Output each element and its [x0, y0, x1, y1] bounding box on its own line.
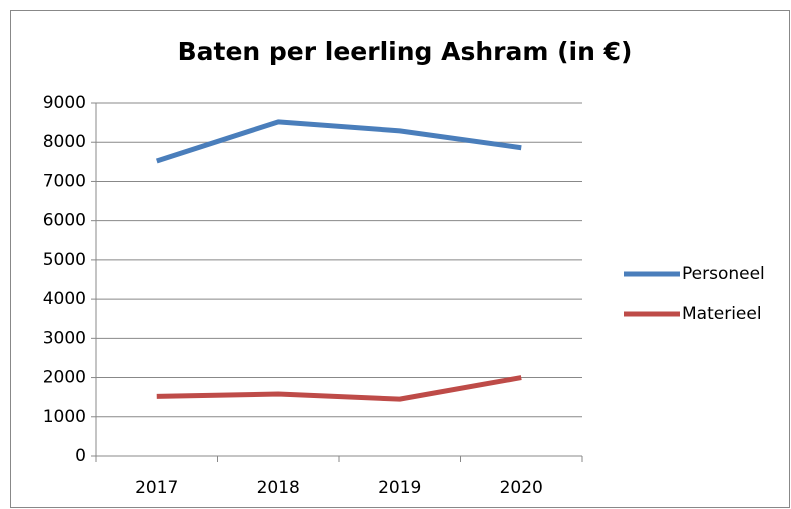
- x-tick-label: 2017: [135, 478, 178, 498]
- y-tick-label: 2000: [43, 368, 86, 388]
- chart-title: Baten per leerling Ashram (in €): [178, 37, 633, 66]
- y-tick-label: 3000: [43, 328, 86, 348]
- series-line: [155, 119, 522, 164]
- series-line: [156, 375, 522, 402]
- chart-frame: [10, 10, 790, 508]
- y-tick-label: 1000: [43, 407, 86, 427]
- x-tick-label: 2018: [257, 478, 300, 498]
- legend-label: Materieel: [682, 304, 762, 324]
- x-tick-label: 2019: [378, 478, 421, 498]
- y-tick-label: 6000: [43, 211, 86, 231]
- y-tick-label: 0: [75, 446, 86, 466]
- legend-label: Personeel: [682, 264, 765, 284]
- y-tick-label: 7000: [43, 171, 86, 191]
- x-tick-label: 2020: [500, 478, 543, 498]
- y-tick-label: 4000: [43, 289, 86, 309]
- y-tick-label: 9000: [43, 93, 86, 113]
- y-tick-label: 5000: [43, 250, 86, 270]
- y-tick-label: 8000: [43, 132, 86, 152]
